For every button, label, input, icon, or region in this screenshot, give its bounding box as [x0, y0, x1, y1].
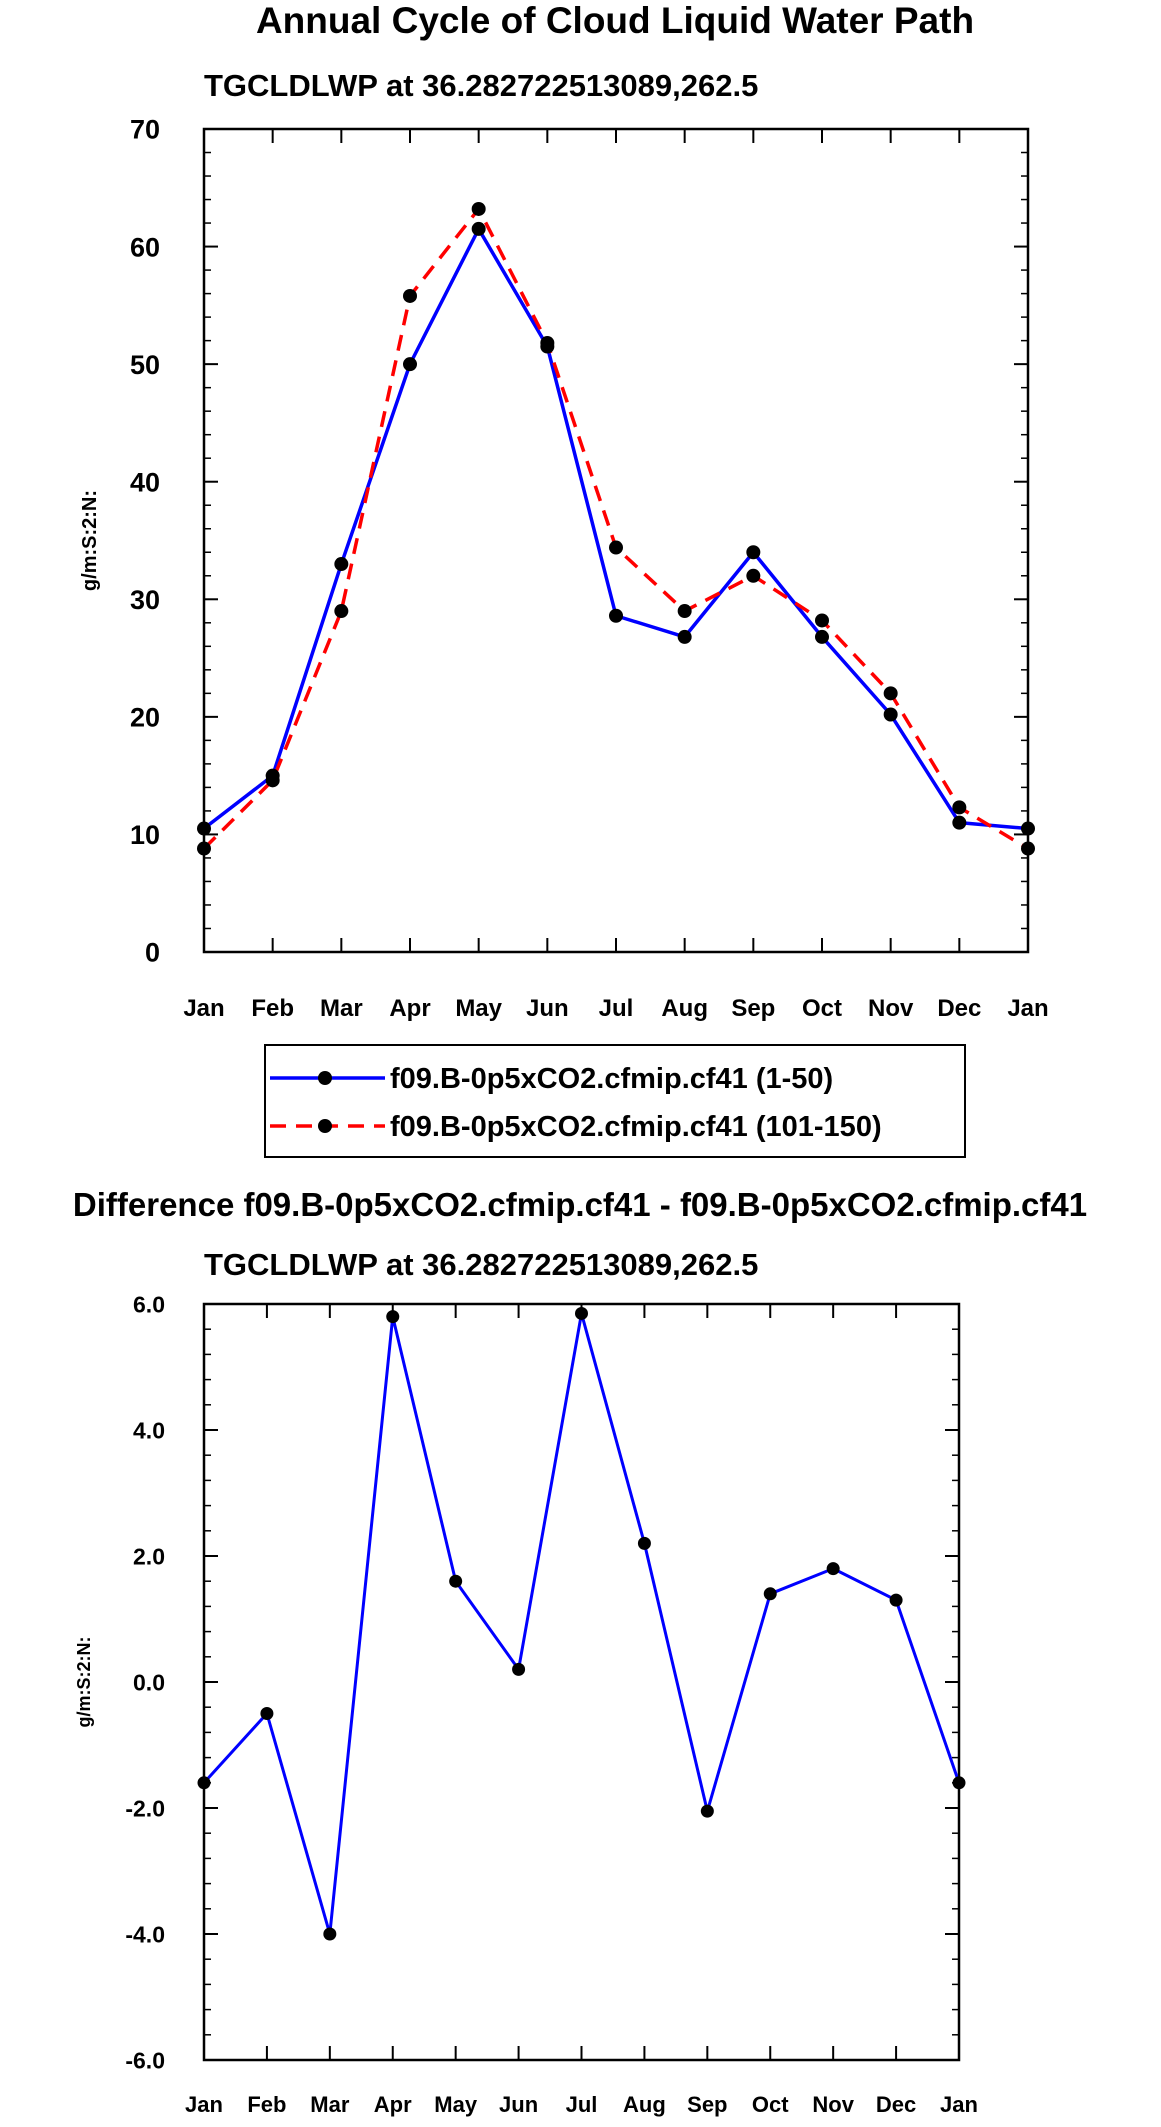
y-tick-label: 50	[130, 350, 160, 380]
x-tick-label: Jan	[185, 2092, 223, 2117]
series-1-point	[609, 608, 623, 623]
chart-2: -6.0 -4.0 -2.0 0.0 2.0 4.0 6.0 Jan Feb Mar Apr May J…	[74, 1291, 978, 2117]
legend-marker-1	[318, 1071, 332, 1085]
y-tick-label: 70	[130, 115, 160, 145]
x-tick-label: Aug	[661, 995, 708, 1022]
series-2-point	[609, 540, 623, 555]
series-1-point	[512, 1662, 526, 1676]
x-tick-label: Nov	[812, 2092, 854, 2117]
x-tick-label: Jul	[599, 995, 634, 1022]
series-1-point	[323, 1927, 337, 1941]
series-line-1	[202, 227, 1029, 831]
x-tick-label: Aug	[623, 2092, 666, 2117]
series-1-point	[763, 1587, 777, 1601]
x-tick-label: Oct	[752, 2092, 789, 2117]
y-tick-label: 10	[130, 820, 160, 850]
plot-frame	[202, 127, 1030, 954]
x-tick-label: Oct	[802, 995, 842, 1022]
series-2-point	[471, 201, 486, 216]
x-tick-label: Jan	[1007, 995, 1048, 1022]
diff-subtitle: TGCLDLWP at 36.282722513089,262.5	[204, 1247, 758, 1282]
series-2-point	[815, 613, 829, 628]
x-tick-label: Jan	[183, 995, 224, 1022]
series-2-point	[403, 288, 417, 303]
series-1-point	[700, 1804, 714, 1818]
series-1-point	[952, 815, 967, 830]
y-tick-label: -4.0	[125, 1921, 165, 1947]
y-tick-label: 6.0	[133, 1291, 165, 1317]
y-axis-title: g/m:S:2:N:	[74, 1637, 94, 1728]
x-tick-label: Jun	[526, 995, 569, 1022]
series-1-point	[746, 545, 761, 560]
main-title: Annual Cycle of Cloud Liquid Water Path	[256, 0, 974, 41]
x-tick-label: Jan	[940, 2092, 978, 2117]
series-1-point	[952, 1776, 966, 1790]
y-tick-label: 30	[130, 585, 160, 615]
legend-label-1: f09.B-0p5xCO2.cfmip.cf41 (1-50)	[390, 1063, 833, 1095]
x-tick-label: Jun	[499, 2092, 538, 2117]
x-tick-label: Sep	[731, 995, 775, 1022]
series-1-point	[449, 1574, 463, 1588]
x-tick-label: May	[434, 2092, 478, 2117]
series-2-point	[883, 686, 898, 701]
diff-title: Difference f09.B-0p5xCO2.cfmip.cf41 - f0…	[73, 1186, 1087, 1223]
x-tick-label: Feb	[251, 995, 294, 1022]
x-tick-label: Dec	[937, 995, 981, 1022]
y-tick-label: 0	[145, 938, 160, 968]
series-1-point	[197, 821, 211, 836]
series-1-point	[889, 1593, 903, 1607]
x-tick-label: Sep	[687, 2092, 727, 2117]
x-tick-label: Apr	[374, 2092, 412, 2117]
x-tick-label: Mar	[320, 995, 363, 1022]
plot-frame	[202, 1302, 961, 2062]
x-tick-label: Mar	[310, 2092, 350, 2117]
series-1-point	[575, 1306, 588, 1320]
x-tick-label: Apr	[389, 995, 430, 1022]
y-tick-label: 40	[130, 467, 160, 497]
y-axis-title: g/m:S:2:N:	[79, 490, 101, 591]
series-2-point	[1021, 841, 1035, 856]
series-1-point	[386, 1310, 400, 1324]
series-2-point	[677, 604, 692, 619]
y-tick-label: -2.0	[125, 1795, 165, 1821]
series-1-point	[815, 629, 829, 644]
series-1-point	[403, 357, 417, 372]
series-1-point	[471, 221, 486, 236]
chart-1: 0 10 20 30 40 50 60 70 Jan Feb Mar Apr May Jun Jul Aug S…	[79, 115, 1049, 1158]
y-tick-label: 60	[130, 232, 160, 262]
series-1-point	[260, 1707, 274, 1720]
x-tick-label: May	[455, 995, 502, 1022]
series-2-point	[265, 773, 280, 788]
y-tick-label: -6.0	[125, 2047, 165, 2073]
main-subtitle: TGCLDLWP at 36.282722513089,262.5	[204, 68, 758, 103]
series-line-1	[202, 1311, 961, 1936]
y-tick-label: 2.0	[133, 1543, 165, 1569]
legend-box	[264, 1044, 966, 1158]
series-1-point	[334, 557, 349, 572]
series-1-point	[826, 1562, 840, 1576]
x-tick-label: Nov	[868, 995, 914, 1022]
legend: f09.B-0p5xCO2.cfmip.cf41 (1-50) f09.B-0p5…	[264, 1044, 966, 1158]
series-2-point	[334, 604, 349, 619]
series-2-point	[952, 800, 967, 815]
x-tick-label: Feb	[247, 2092, 286, 2117]
y-tick-label: 4.0	[133, 1417, 165, 1443]
legend-label-2: f09.B-0p5xCO2.cfmip.cf41 (101-150)	[390, 1111, 882, 1143]
series-1-point	[197, 1776, 211, 1790]
series-1-point	[1021, 821, 1035, 836]
series-2-point	[540, 335, 555, 350]
series-2-point	[746, 568, 761, 583]
legend-marker-2	[318, 1119, 332, 1133]
series-1-point	[883, 707, 898, 722]
y-tick-label: 20	[130, 703, 160, 733]
series-1-point	[677, 629, 692, 644]
series-2-point	[197, 841, 211, 856]
x-tick-label: Jul	[566, 2092, 598, 2117]
y-tick-label: 0.0	[133, 1669, 165, 1695]
series-line-2	[202, 207, 1029, 851]
x-tick-label: Dec	[876, 2092, 916, 2117]
series-1-point	[637, 1536, 651, 1550]
